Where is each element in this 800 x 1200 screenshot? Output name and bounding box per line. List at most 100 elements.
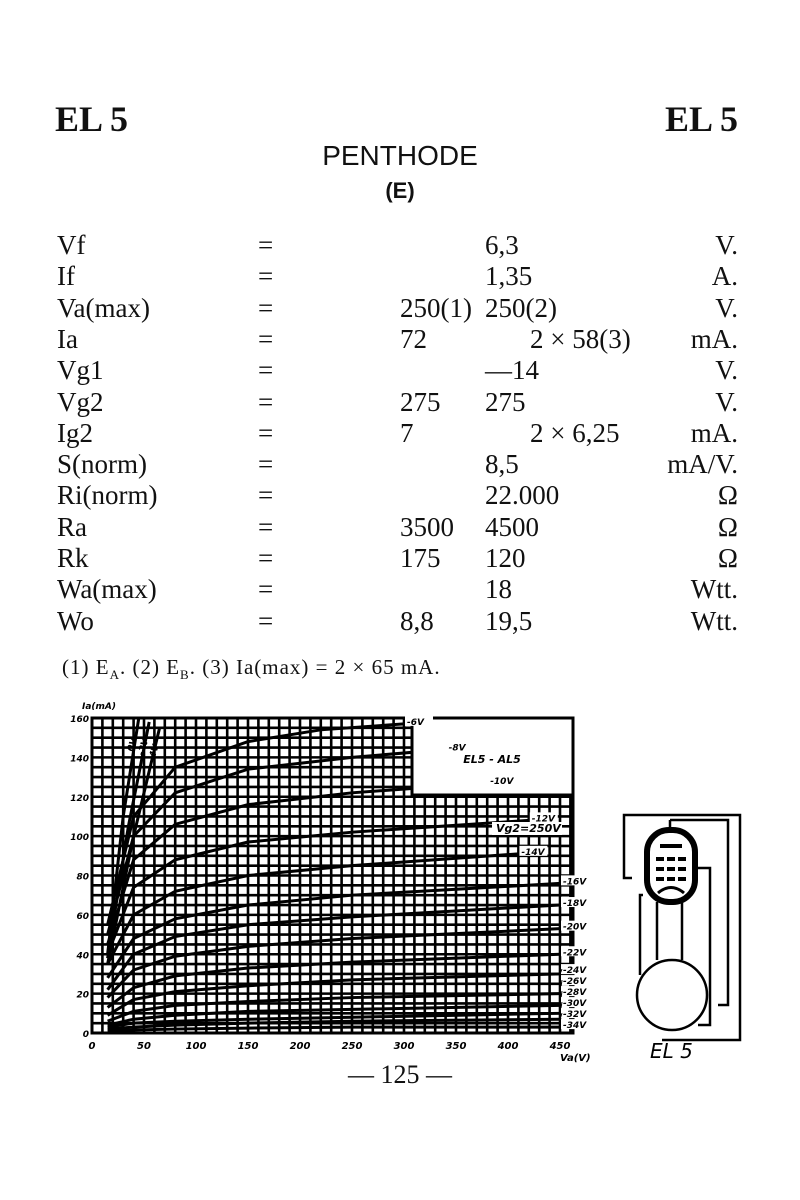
spec-label: Ig2 (57, 417, 93, 448)
curve-label-bg (561, 897, 589, 908)
curve-label-leader (559, 1012, 563, 1020)
curve--18V (106, 903, 561, 991)
x-axis-label: Va(V) (560, 1053, 591, 1064)
curve-label-bg (446, 741, 475, 752)
spec-eq: = (258, 355, 274, 386)
curve-label: -6V (407, 718, 425, 728)
spec-row: Vg1 = —14 V. (0, 355, 800, 387)
curve--6V (106, 722, 405, 926)
curve-label-bg (561, 920, 589, 931)
y-tick-label: 20 (76, 991, 89, 1001)
curve-label: 0V (126, 736, 140, 753)
tube-socket (635, 958, 709, 1032)
spec-unit: mA. (690, 323, 738, 354)
curve--28V (107, 1003, 561, 1027)
spec-a: 3500 (400, 511, 454, 542)
spec-row: S(norm) = 8,5 mA/V. (0, 449, 800, 481)
spec-b: 2 × 58(3) (530, 323, 631, 354)
spec-unit: Wtt. (690, 605, 738, 636)
spec-eq: = (258, 543, 274, 573)
spec-row: Wa(max) = 18 Wtt. (0, 574, 800, 606)
spec-row: Va(max) = 250(1) 250(2) V. (0, 293, 800, 325)
note-3: . (3) Ia(max) = 2 × 65 mA. (189, 655, 441, 679)
y-tick-label: 0 (83, 1030, 89, 1040)
chart-ticks: 0 50 100 150 200 250 300 350 400 450 0 20 40 60 80 100 1… (70, 715, 570, 1052)
tube-title-left: EL 5 (55, 99, 129, 139)
spec-eq: = (258, 449, 274, 480)
curve-label-bg (561, 975, 589, 986)
curve--12V (106, 818, 529, 955)
curve-label-bg (561, 875, 589, 886)
spec-unit: Ω (717, 480, 738, 511)
curve--10V (106, 781, 488, 945)
spec-eq: = (258, 292, 274, 323)
curve--20V (106, 927, 561, 999)
spec-a: 275 (400, 386, 441, 417)
spec-a: 72 (400, 323, 427, 354)
x-tick-label: 350 (446, 1041, 467, 1052)
curve-label-leader (559, 968, 563, 975)
spec-b: 22.000 (485, 480, 560, 511)
spec-row: Wo = 8,8 19,5 Wtt. (0, 606, 800, 638)
diagram-label: EL 5 (650, 1039, 693, 1063)
curve-label: -14V (521, 848, 545, 858)
spec-label: Ra (57, 511, 87, 542)
curve-label: -16V (563, 877, 587, 887)
spec-row: Rk = 175 120 Ω (0, 543, 800, 575)
spec-unit: mA. (690, 417, 738, 448)
page-number: — 125 — (348, 1060, 452, 1089)
chart-title: EL5 - AL5 (463, 753, 521, 766)
curve--14V (106, 852, 519, 965)
spec-unit: V. (715, 386, 738, 417)
y-tick-label: 140 (70, 754, 89, 764)
y-tick-label: 120 (70, 794, 89, 804)
note-1: (1) E (62, 655, 110, 679)
diagram-wire (655, 902, 684, 960)
curve-label: -20V (563, 923, 587, 933)
curve-label: -18V (563, 899, 587, 909)
curve-label: -32V (563, 1010, 587, 1020)
curve-label: -8V (449, 744, 467, 754)
curve-label-bg (561, 997, 589, 1008)
spec-label: Ri(norm) (57, 480, 158, 511)
spec-b: 275 (485, 386, 526, 417)
spec-unit: A. (711, 261, 738, 292)
tube-envelope (644, 827, 698, 905)
spec-label: Rk (57, 543, 89, 573)
spec-row: Ri(norm) = 22.000 Ω (0, 480, 800, 512)
x-tick-label: 300 (394, 1041, 415, 1052)
spec-b: 8,5 (485, 449, 519, 480)
y-tick-label: 40 (75, 951, 89, 961)
spec-eq: = (258, 511, 274, 542)
curve-label-bg (529, 812, 558, 823)
spec-eq: = (258, 605, 274, 636)
curve--16V (106, 881, 561, 979)
spec-label: Wa(max) (57, 574, 157, 605)
diagram-wire (622, 813, 742, 1042)
spec-eq: = (258, 417, 274, 448)
spec-row: Ia = 72 2 × 58(3) mA. (0, 324, 800, 356)
spec-row: If = 1,35 A. (0, 261, 800, 293)
curve-label-bg (561, 946, 589, 957)
curve--8V (106, 748, 446, 935)
spec-label: Wo (57, 605, 94, 636)
curve-label: -24V (563, 966, 587, 976)
spec-row: Vf = 6,3 V. (0, 230, 800, 262)
spec-b: 120 (485, 543, 526, 573)
y-axis-label: Ia(mA) (82, 702, 116, 712)
diagram-wire (692, 866, 712, 1027)
spec-unit: V. (715, 292, 738, 323)
curve-label-bg (561, 1008, 589, 1019)
curve-label-bg (405, 715, 433, 726)
spec-label: S(norm) (57, 449, 147, 480)
spec-row: Vg2 = 275 275 V. (0, 387, 800, 419)
spec-a: 8,8 (400, 605, 434, 636)
diagram-wire (638, 893, 643, 975)
x-tick-label: 250 (342, 1041, 363, 1052)
y-tick-label: 60 (76, 912, 89, 922)
curve--26V (107, 992, 561, 1023)
spec-label: Va(max) (57, 292, 150, 323)
spec-b: 19,5 (485, 605, 533, 636)
spec-b: 18 (485, 574, 512, 605)
x-tick-label: 50 (137, 1041, 151, 1052)
